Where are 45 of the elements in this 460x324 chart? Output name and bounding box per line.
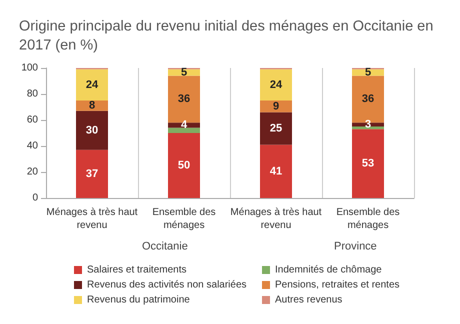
legend-label: Pensions, retraites et rentes <box>275 280 400 290</box>
bar <box>352 126 384 130</box>
data-label: 30 <box>86 124 98 136</box>
data-label: 36 <box>178 93 190 106</box>
legend-label: Salaires et traitements <box>87 264 186 276</box>
legend-label: Autres revenus <box>275 294 342 306</box>
bar <box>76 100 108 111</box>
x-tick-label: Ensemble des ménages <box>152 207 216 231</box>
data-label: 9 <box>272 100 280 112</box>
bar <box>260 112 292 145</box>
x-tick-label: Ensemble des ménages <box>336 207 400 231</box>
y-tick-label: 60 <box>26 114 38 126</box>
bar <box>76 110 108 150</box>
text: Province <box>334 240 377 252</box>
data-label: 4 <box>180 119 188 132</box>
data-label: 5 <box>180 66 188 79</box>
bar <box>76 150 108 198</box>
data-label: 50 <box>178 160 190 172</box>
data-label: 8 <box>88 100 96 112</box>
y-tick-label: 0 <box>32 192 38 204</box>
y-tick-label: 80 <box>26 88 38 100</box>
y-tick-label: 40 <box>26 140 38 152</box>
data-label: 37 <box>86 168 98 180</box>
x-tick-label: Ménages à très haut revenu <box>46 207 138 231</box>
data-label: 25 <box>270 122 282 134</box>
y-tick-label: 20 <box>26 166 38 178</box>
legend-label: Revenus du patrimoine <box>87 294 190 306</box>
bar <box>352 129 384 198</box>
bar <box>168 128 200 133</box>
legend-label: Revenus des activités non salariées <box>87 280 247 290</box>
data-label: 24 <box>86 78 99 91</box>
y-tick-label: 100 <box>21 62 38 74</box>
bar <box>260 69 292 100</box>
bar <box>168 133 200 198</box>
data-label: 41 <box>270 165 282 178</box>
data-label: 5 <box>364 66 372 79</box>
data-label: 36 <box>362 93 374 106</box>
data-label: 53 <box>362 158 374 170</box>
legend-label: Indemnités de chômage <box>275 264 382 276</box>
x-tick-label: Ménages à très haut revenu <box>230 207 322 231</box>
text: Occitanie <box>142 240 188 252</box>
bar <box>76 69 108 100</box>
bar <box>260 144 292 198</box>
chart-title: Origine principale du revenu initial des ménages en Occitanie en 2017 (en %) <box>19 18 438 54</box>
data-label: 24 <box>270 78 283 91</box>
